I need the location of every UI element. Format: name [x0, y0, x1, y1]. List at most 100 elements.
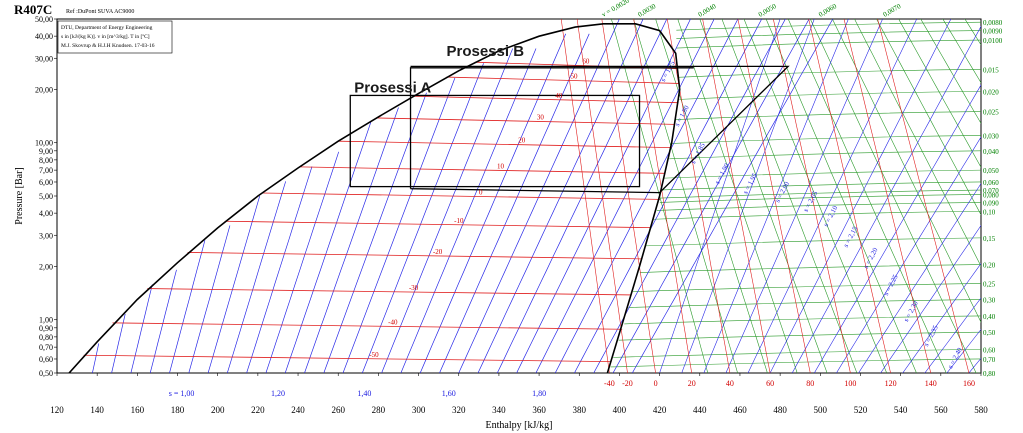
volume-right-label: 0,0090: [983, 28, 1003, 36]
x-axis-title: Enthalpy [kJ/kg]: [486, 420, 553, 431]
temperature-bottom-label: 20: [688, 379, 696, 388]
volume-right-label: 0,70: [983, 356, 996, 364]
entropy-bottom-label: s = 1,00: [169, 389, 195, 398]
isentrope-line: [703, 19, 849, 373]
temperature-bottom-label: 160: [963, 379, 975, 388]
isochore-line: [942, 19, 981, 84]
isotherm-line: [702, 19, 771, 373]
isotherm-lines: [83, 19, 970, 373]
isochore-line: [662, 181, 981, 191]
isochore-line: [613, 349, 981, 358]
isentrope-line: [246, 166, 313, 373]
volume-right-label: 0,090: [983, 199, 999, 207]
isotherm-label: 0: [479, 189, 483, 197]
isentrope-line: [814, 84, 981, 373]
x-tick-label: 580: [974, 405, 988, 415]
isochore-line: [677, 68, 981, 78]
isentrope-line: [769, 19, 952, 373]
isochore-line: [679, 91, 981, 100]
entropy-bottom-label: 1,20: [271, 389, 285, 398]
temperature-bottom-label: 100: [844, 379, 856, 388]
isotherm-line: [446, 76, 679, 84]
isochore-line: [676, 21, 981, 31]
isentrope-line: [207, 195, 261, 373]
isotherm-label: -10: [454, 217, 464, 225]
isentrope-line: [400, 48, 537, 373]
x-tick-label: 500: [814, 405, 828, 415]
isochore-line: [832, 19, 981, 323]
isentrope-line: [747, 19, 917, 373]
isentrope-line: [725, 19, 883, 373]
volume-right-label: 0,40: [983, 313, 996, 321]
x-tick-label: 200: [211, 405, 225, 415]
isotherm-line: [147, 288, 632, 296]
x-tick-label: 180: [171, 405, 185, 415]
isotherm-label: 30: [537, 113, 545, 121]
isochore-line: [660, 189, 981, 199]
isochore-line: [787, 19, 947, 373]
isochore-line: [656, 202, 981, 211]
x-tick-label: 460: [733, 405, 747, 415]
isentrope-line: [381, 48, 514, 373]
volume-top-label: 0,0030: [637, 2, 658, 19]
volume-right-label: 0,040: [983, 148, 999, 156]
x-tick-label: 260: [331, 405, 345, 415]
volume-right-label: 0,030: [983, 132, 999, 140]
isotherm-label: 40: [555, 92, 563, 100]
isochore-line: [920, 19, 981, 124]
x-tick-label: 120: [50, 405, 64, 415]
isentrope-line: [858, 183, 981, 373]
volume-right-label: 0,060: [983, 179, 999, 187]
volume-right-label: 0,15: [983, 235, 996, 243]
volume-top-label: 0,0070: [882, 2, 903, 19]
axes: 120 140 160 180 200 220 240 260 280 300 320 340 360 3…: [35, 15, 988, 415]
x-tick-label: 420: [653, 405, 667, 415]
isotherm-line: [843, 19, 932, 373]
process-a-label: Prosessi A: [354, 79, 431, 96]
isochore-line: [1009, 19, 1023, 373]
y-tick-label: 20,00: [35, 85, 53, 94]
isotherm-line: [773, 19, 851, 373]
isotherm-label: 60: [582, 58, 590, 66]
isochore-line: [659, 194, 981, 203]
y-tick-label: 3,00: [39, 231, 53, 240]
isotherm-label: -20: [433, 248, 443, 256]
process-b-cycle: [409, 65, 790, 194]
info-line-3: M.J. Skovrup & H.J.H Knudsen. 17-03-16: [61, 43, 155, 49]
temperature-bottom-label: -40: [604, 379, 615, 388]
y-tick-label: 4,00: [39, 209, 53, 218]
y-tick-label: 9,00: [39, 147, 53, 156]
info-line-1: DTU, Department of Energy Engineering: [61, 24, 153, 31]
isentrope-line: [458, 19, 620, 373]
x-tick-label: 160: [131, 405, 145, 415]
isentrope-line: [111, 313, 126, 373]
isotherm-label: -40: [388, 318, 398, 326]
isotherm-line: [261, 192, 661, 200]
isentrope-line: [130, 284, 153, 373]
volume-right-label: 0,025: [983, 109, 999, 117]
isochore-lines: [610, 19, 1023, 373]
isochore-line: [743, 19, 887, 373]
isotherm-line: [376, 117, 675, 125]
isentrope-line: [659, 19, 781, 373]
isotherm-line: [338, 140, 672, 149]
x-tick-label: 320: [452, 405, 466, 415]
isentrope-line: [924, 297, 981, 373]
x-tick-label: 280: [372, 405, 386, 415]
volume-right-label: 0,25: [983, 281, 996, 289]
isentrope-line: [188, 225, 231, 373]
isotherm-line: [112, 322, 623, 330]
isentrope-line: [554, 19, 739, 373]
isentrope-line: [342, 77, 456, 373]
process-a-cycle: [349, 94, 641, 188]
isochore-line: [633, 283, 981, 292]
x-tick-label: 240: [291, 405, 305, 415]
x-tick-label: 560: [934, 405, 948, 415]
isochore-line: [653, 210, 981, 220]
entropy-bottom-label: 1,40: [357, 389, 371, 398]
process-overlays: [349, 65, 790, 194]
y-tick-label: 5,00: [39, 192, 53, 201]
y-tick-label: 30,00: [35, 54, 53, 63]
chart-subtitle: Ref :DuPont SUVA AC9000: [66, 8, 134, 15]
y-tick-label: 6,00: [39, 178, 53, 187]
